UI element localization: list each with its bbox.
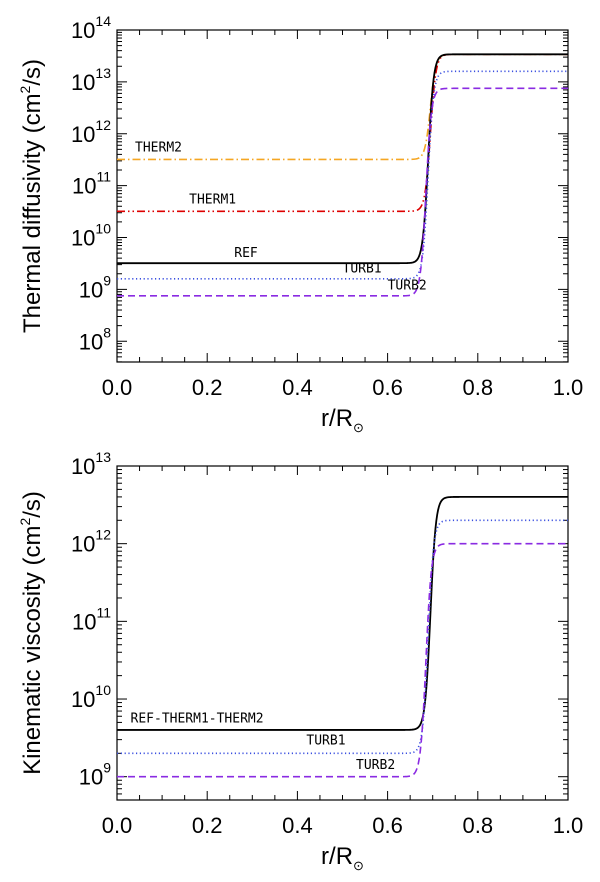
series-label-turb2: TURB2: [388, 278, 427, 293]
series-line-turb2: [117, 542, 568, 778]
kinematic-viscosity-plot: 0.0 0.2 0.4 0.6 0.8 1.0 109 1010 1011 1012 1013 REF…: [17, 449, 583, 873]
series-label-turb1: TURB1: [343, 262, 382, 277]
y-tick-label: 1012: [71, 117, 111, 147]
series-line-therm2: [117, 53, 568, 161]
series-label-ref-therm1-therm2: REF-THERM1-THERM2: [131, 711, 264, 726]
x-tick-label: 0.4: [282, 375, 313, 400]
y-tick-label: 1013: [71, 65, 111, 95]
y-tick-label: 1011: [72, 604, 111, 634]
series-line-turb2: [117, 87, 568, 297]
thermal-diffusivity-plot: 0.0 0.2 0.4 0.6 0.8 1.0 108 109 1010 1011 1012 1013…: [17, 13, 583, 435]
series-label-therm2: THERM2: [135, 141, 182, 156]
plot-frame: [116, 29, 569, 363]
series-line-therm1: [117, 53, 568, 213]
series-label-therm1: THERM1: [189, 193, 236, 208]
series-label-ref: REF: [234, 246, 258, 261]
x-tick-label: 0.0: [102, 813, 133, 838]
series-label-turb1: TURB1: [306, 733, 345, 748]
series-label-turb2: TURB2: [356, 758, 395, 773]
x-tick-label: 0.4: [282, 813, 313, 838]
x-axis-title: r/R⊙: [321, 405, 364, 435]
x-tick-label: 1.0: [553, 375, 584, 400]
x-tick-label: 0.6: [372, 375, 403, 400]
x-tick-label: 0.2: [192, 375, 223, 400]
y-tick-label: 109: [79, 760, 111, 790]
x-tick-label: 0.8: [463, 375, 494, 400]
y-tick-label: 109: [79, 272, 111, 302]
x-tick-label: 0.6: [372, 813, 403, 838]
y-axis-title: Kinematic viscosity (cm2/s): [17, 491, 46, 775]
y-tick-label: 1010: [71, 682, 111, 712]
y-tick-label: 1010: [71, 221, 111, 251]
y-tick-label: 1013: [71, 449, 111, 479]
y-axis-title: Thermal diffusivity (cm2/s): [17, 59, 46, 333]
y-tick-label: 1014: [71, 13, 111, 43]
x-axis-title: r/R⊙: [321, 843, 364, 873]
x-tick-label: 0.0: [102, 375, 133, 400]
series-line-turb1: [117, 70, 568, 280]
y-tick-label: 1011: [72, 169, 111, 199]
series-line-ref-therm1-therm2: [117, 496, 568, 731]
x-tick-label: 0.2: [192, 813, 223, 838]
x-tick-label: 0.8: [463, 813, 494, 838]
plot-frame: [116, 465, 569, 801]
x-tick-label: 1.0: [553, 813, 584, 838]
y-tick-label: 108: [79, 324, 111, 354]
y-tick-label: 1012: [71, 527, 111, 557]
series-line-ref: [117, 53, 568, 265]
